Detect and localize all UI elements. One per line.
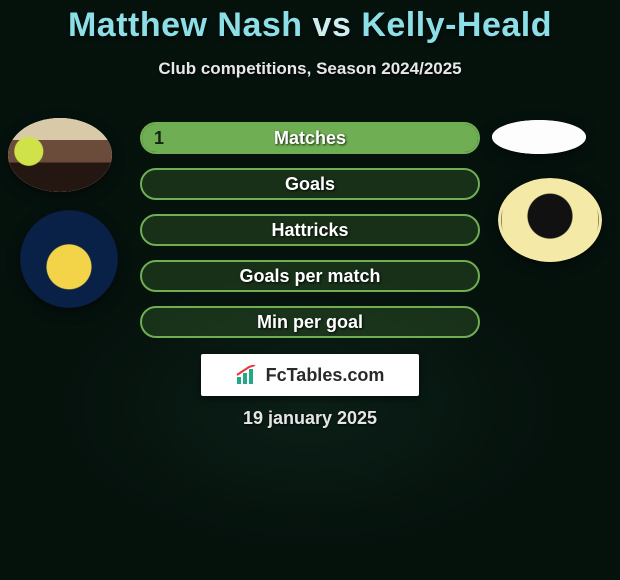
stat-label: Goals per match <box>142 262 478 290</box>
subtitle: Club competitions, Season 2024/2025 <box>0 59 620 79</box>
player2-name: Kelly-Heald <box>361 6 552 44</box>
stat-label: Matches <box>142 124 478 152</box>
chart-icon <box>236 365 260 385</box>
stat-label: Min per goal <box>142 308 478 336</box>
player1-club-badge <box>20 210 118 308</box>
stat-row: Hattricks <box>140 214 480 246</box>
player1-avatar <box>8 118 112 192</box>
player1-name: Matthew Nash <box>68 6 303 44</box>
player2-avatar <box>492 120 586 154</box>
player2-club-badge <box>498 178 602 262</box>
stat-row: Goals <box>140 168 480 200</box>
stat-label: Goals <box>142 170 478 198</box>
vs-label: vs <box>313 6 352 44</box>
stat-row: Goals per match <box>140 260 480 292</box>
stat-row: 1Matches <box>140 122 480 154</box>
brand-label: FcTables.com <box>266 365 385 386</box>
stat-row: Min per goal <box>140 306 480 338</box>
stats-container: 1Matches Goals Hattricks Goals per match Min… <box>140 122 480 352</box>
date-label: 19 january 2025 <box>0 408 620 429</box>
brand-badge: FcTables.com <box>201 354 419 396</box>
page-title: Matthew Nash vs Kelly-Heald <box>0 6 620 45</box>
stat-label: Hattricks <box>142 216 478 244</box>
